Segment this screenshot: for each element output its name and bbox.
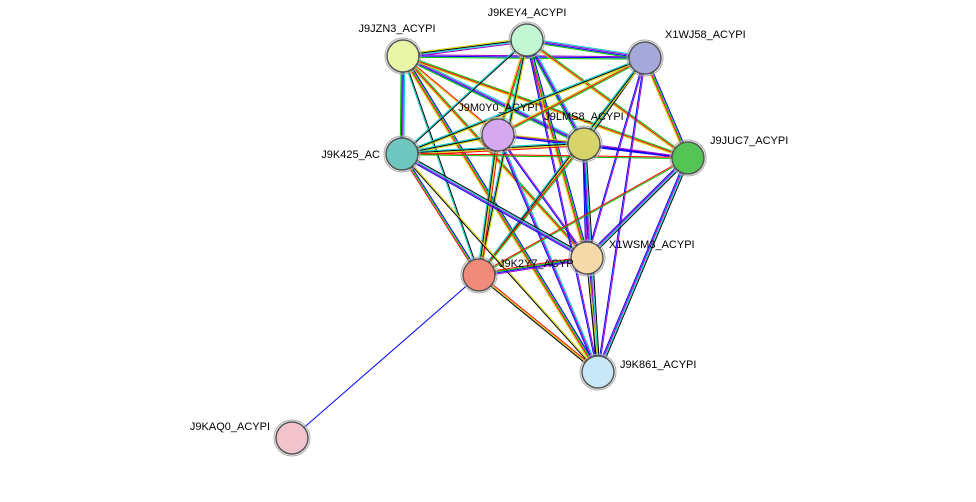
edge	[403, 38, 527, 54]
node-circle[interactable]	[571, 242, 603, 274]
node-J9KEY4[interactable]: J9KEY4_ACYPI	[488, 7, 567, 58]
node-circle[interactable]	[276, 422, 308, 454]
node-label: X1WJ58_ACYPI	[665, 29, 746, 41]
node-circle[interactable]	[629, 42, 661, 74]
edge	[597, 58, 644, 372]
node-label: J9JUC7_ACYPI	[710, 135, 788, 147]
node-label: J9KAQ0_ACYPI	[190, 421, 270, 433]
node-J9K861[interactable]: J9K861_ACYPI	[580, 354, 696, 390]
edge	[479, 40, 527, 275]
node-J9K425[interactable]: J9K425_AC	[321, 136, 420, 172]
edge	[403, 153, 480, 274]
node-label: J9LMS8_ACYPI	[544, 111, 623, 123]
node-circle[interactable]	[582, 356, 614, 388]
node-circle[interactable]	[386, 138, 418, 170]
node-J9KAQ0[interactable]: J9KAQ0_ACYPI	[190, 420, 310, 456]
node-label: J9KEY4_ACYPI	[488, 7, 567, 19]
edge	[599, 58, 646, 372]
node-label: J9K861_ACYPI	[620, 359, 696, 371]
node-circle[interactable]	[387, 40, 419, 72]
node-X1WSM3[interactable]: X1WSM3_ACYPI	[569, 239, 695, 276]
node-circle[interactable]	[568, 128, 600, 160]
node-X1WJ58[interactable]: X1WJ58_ACYPI	[627, 29, 746, 76]
node-J9JUC7[interactable]: J9JUC7_ACYPI	[670, 135, 788, 176]
edge	[599, 158, 689, 372]
network-graph: J9JZN3_ACYPI J9KEY4_ACYPI X1WJ58_ACYPI J9M0…	[0, 0, 976, 502]
node-circle[interactable]	[511, 24, 543, 56]
edge	[596, 157, 686, 371]
node-circle[interactable]	[482, 119, 514, 151]
node-label: X1WSM3_ACYPI	[609, 239, 695, 251]
node-label: J9M0Y0_ACYPI	[458, 102, 537, 114]
node-label: J9JZN3_ACYPI	[358, 23, 435, 35]
node-circle[interactable]	[463, 259, 495, 291]
node-label: J9K2Y7_ACYP	[499, 258, 574, 270]
node-label: J9K425_AC	[321, 149, 380, 161]
edge	[402, 154, 479, 275]
edge	[403, 41, 527, 57]
edge	[292, 275, 479, 438]
node-circle[interactable]	[672, 142, 704, 174]
edge	[597, 158, 687, 372]
edge	[403, 39, 527, 55]
